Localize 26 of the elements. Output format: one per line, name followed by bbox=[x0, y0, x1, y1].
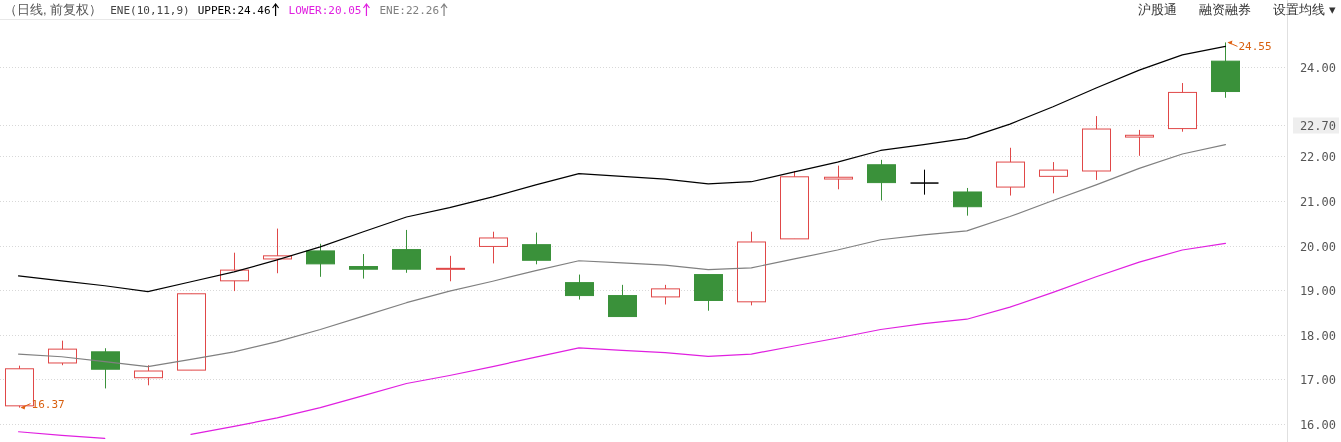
annotation: 24.55 bbox=[1238, 40, 1272, 54]
annotation: 设置均线 ▾ bbox=[1273, 2, 1336, 17]
legend-label: UPPER:24.46 bbox=[197, 4, 271, 17]
chart-subtitle: ENE(10,11,9) bbox=[110, 4, 190, 17]
y-tick-label: 17.00 bbox=[1299, 372, 1336, 387]
y-tick-label: 20.00 bbox=[1299, 239, 1336, 254]
candlestick bbox=[1039, 161, 1068, 194]
line-series bbox=[17, 144, 1227, 368]
annotation: 融资融券 bbox=[1199, 2, 1252, 17]
y-tick-label: 22.00 bbox=[1299, 149, 1336, 164]
y-tick-label: 24.00 bbox=[1299, 60, 1336, 75]
annotation: 沪股通 bbox=[1138, 2, 1178, 17]
y-tick-label: 16.00 bbox=[1299, 417, 1336, 432]
chart-title: （日线, 前复权） bbox=[4, 2, 103, 17]
candlestick bbox=[436, 255, 465, 282]
candlestick bbox=[824, 165, 853, 190]
candlestick bbox=[349, 253, 378, 280]
candlestick bbox=[1125, 129, 1154, 157]
y-tick-label: 19.00 bbox=[1299, 283, 1336, 298]
legend-label: ENE:22.26 bbox=[379, 4, 440, 17]
y-tick-label: 22.70 bbox=[1299, 118, 1336, 133]
y-tick-label: 21.00 bbox=[1299, 194, 1336, 209]
candlestick bbox=[909, 169, 940, 196]
legend-label: LOWER:20.05 bbox=[288, 4, 362, 17]
annotation: 16.37 bbox=[31, 397, 65, 411]
y-tick-label: 18.00 bbox=[1299, 328, 1336, 343]
